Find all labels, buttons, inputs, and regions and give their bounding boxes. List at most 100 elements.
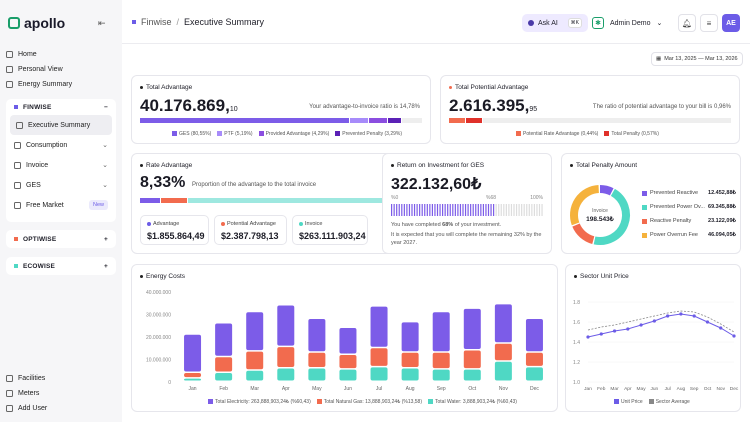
bar-total-natural-gas (432, 352, 450, 369)
bar-total-electricity (277, 305, 295, 346)
x-tick-label: Aug (406, 386, 415, 392)
advantage-bar (140, 118, 423, 123)
plus-icon[interactable]: + (104, 235, 108, 243)
nav-energy-summary[interactable]: Energy Summary (6, 81, 72, 88)
potential-advantage-stat-card: Potential Advantage $2.387.798,13 (214, 215, 287, 245)
nav-facilities[interactable]: Facilities (6, 375, 45, 382)
bar-total-water (308, 368, 326, 381)
bell-icon: 🔔︎ (681, 18, 693, 28)
bar-total-electricity (215, 323, 233, 356)
penalty-legend-row: Power Overrun Fee 46.094,05₺ (642, 228, 736, 242)
progress-tick (444, 204, 446, 216)
minus-icon[interactable]: − (104, 103, 108, 111)
finwise-header[interactable]: FINWISE − (6, 99, 116, 115)
progress-tick (490, 204, 492, 216)
gear-icon: ✱ (592, 17, 604, 29)
penalty-legend-row: Prevented Power Ov... 69.345,88₺ (642, 200, 736, 214)
progress-tick (531, 204, 533, 216)
x-tick-label: May (637, 386, 647, 392)
stat-value: $263.111.903,24 (299, 231, 366, 241)
invoice-icon (14, 161, 21, 169)
consumption-icon (14, 141, 21, 149)
group-label: OPTIWISE (23, 235, 57, 243)
sidebar-item-executive-summary[interactable]: Executive Summary (10, 115, 112, 135)
y-tick-label: 40.000.000 (146, 290, 171, 296)
progress-tick (487, 204, 490, 216)
progress-tick (416, 204, 418, 216)
legend-item: Prevented Penalty (3,29%) (335, 131, 402, 137)
sidebar-item-invoice[interactable]: Invoice ⌄ (6, 155, 116, 175)
bar-total-water (463, 369, 481, 381)
breadcrumb-product[interactable]: Finwise (141, 17, 172, 27)
filter-button[interactable]: ≡ (700, 14, 718, 32)
plus-icon[interactable]: + (104, 262, 108, 270)
date-range-picker[interactable]: ▦ Mar 13, 2025 — Mar 13, 2026 (651, 52, 743, 66)
unit-price-point (639, 323, 643, 327)
legend-value: 46.094,05₺ (708, 232, 736, 238)
x-tick-label: Dec (530, 386, 539, 392)
progress-tick (429, 204, 431, 216)
bar-total-water (370, 367, 388, 381)
nav-label: Meters (18, 390, 40, 397)
bar-total-electricity (184, 334, 202, 372)
title-text: Total Penalty Amount (576, 162, 638, 169)
x-tick-label: Dec (730, 386, 739, 392)
logo-icon (8, 17, 20, 29)
card-title: Total Penalty Amount (570, 162, 637, 169)
sub-label: Executive Summary (28, 121, 91, 129)
nav-add-user[interactable]: Add User (6, 405, 47, 412)
roi-progress (391, 204, 543, 216)
bar-total-water (184, 378, 202, 381)
unit-price-point (732, 334, 736, 338)
y-tick-label: 20.000.000 (146, 335, 171, 341)
nav-personal-view[interactable]: Personal View (6, 66, 63, 73)
progress-tick (480, 204, 482, 216)
nav-meters[interactable]: Meters (6, 390, 39, 397)
ecowise-group[interactable]: ECOWISE + (6, 257, 116, 275)
nav-label: Facilities (18, 375, 46, 382)
stat-label: Advantage (153, 221, 180, 227)
sub-label: GES (26, 181, 41, 189)
bar-total-natural-gas (308, 352, 326, 367)
market-icon (14, 201, 21, 209)
progress-tick (419, 204, 421, 216)
progress-tick (485, 204, 487, 216)
sidebar-item-consumption[interactable]: Consumption ⌄ (6, 135, 116, 155)
title-dot (574, 275, 577, 278)
x-tick-label: May (312, 386, 322, 392)
title-dot (449, 86, 452, 89)
card-title: Rate Advantage (140, 162, 192, 169)
bar-total-electricity (494, 304, 512, 343)
sector-legend: Unit Price Sector Average (614, 399, 690, 405)
avatar[interactable]: AE (722, 14, 740, 32)
legend-item: Provided Advantage (4,29%) (258, 131, 329, 137)
progress-tick (454, 204, 456, 216)
app-logo[interactable]: apollo (8, 15, 65, 31)
progress-tick (408, 204, 411, 216)
breadcrumb-separator: / (176, 17, 180, 27)
x-tick-label: Aug (677, 386, 686, 392)
nav-label: Home (18, 51, 37, 58)
bar-total-water (525, 367, 543, 381)
collapse-sidebar-icon[interactable]: ⇤ (98, 18, 106, 28)
optiwise-group[interactable]: OPTIWISE + (6, 230, 116, 248)
x-tick-label: Jun (344, 386, 352, 392)
bar-total-natural-gas (370, 348, 388, 366)
home-icon (6, 51, 13, 58)
meter-icon (6, 390, 13, 397)
sector-price-chart: 1.8 1.6 1.4 1.2 1.0 Jan Feb Mar Apr May Jun Jul Aug S… (573, 300, 739, 392)
card-title: Total Advantage (140, 84, 192, 91)
ask-ai-button[interactable]: Ask AI ⌘K (522, 14, 588, 32)
finwise-group: FINWISE − Executive Summary Consumption ⌄ … (6, 99, 116, 222)
x-tick-label: Jan (189, 386, 197, 392)
notifications-button[interactable]: 🔔︎ (678, 14, 696, 32)
x-tick-label: Apr (624, 386, 632, 392)
line-unit-price (587, 313, 735, 338)
progress-tick (500, 204, 502, 216)
legend-item: GES (80,55%) (172, 131, 211, 137)
sidebar-item-ges[interactable]: GES ⌄ (6, 175, 116, 195)
sidebar-item-free-market[interactable]: Free Market New (6, 195, 116, 215)
nav-home[interactable]: Home (6, 51, 37, 58)
stat-label: Invoice (305, 221, 323, 227)
user-menu[interactable]: ✱ Admin Demo ⌄ (592, 14, 662, 32)
